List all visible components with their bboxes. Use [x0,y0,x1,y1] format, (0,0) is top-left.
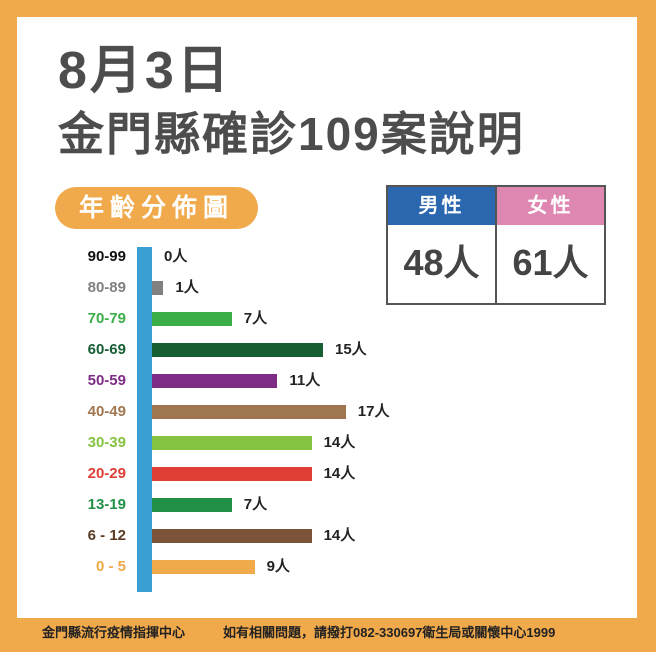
bar [152,498,232,512]
bar [152,374,278,388]
age-group-label: 30-39 [87,434,126,451]
chart-row: 40-49 17人 [0,402,656,422]
age-group-label: 90-99 [87,248,126,265]
bar [152,560,255,574]
bar-value-label: 15人 [335,341,367,358]
chart-row: 50-59 11人 [0,371,656,391]
bar [152,529,312,543]
chart-row: 80-89 1人 [0,278,656,298]
bar [152,281,164,295]
chart-row: 30-39 14人 [0,433,656,453]
gender-table: 男性 48人 女性 61人 [386,185,606,305]
bar-value-label: 14人 [323,527,356,544]
bar [152,467,312,481]
male-count: 48人 [403,242,480,283]
bar-value-label: 14人 [323,434,356,451]
age-group-label: 0 - 5 [95,558,126,575]
footer-org: 金門縣流行疫情指揮中心 [42,625,186,640]
chart-row: 13-19 7人 [0,495,656,515]
chart-row: 60-69 15人 [0,340,656,360]
chart-row: 20-29 14人 [0,464,656,484]
male-column: 男性 48人 [388,187,495,303]
chart-axis [137,247,152,592]
chart-row: 0 - 5 9人 [0,557,656,577]
bar-value-label: 9人 [266,558,290,575]
age-group-label: 20-29 [87,465,126,482]
age-group-label: 50-59 [87,372,126,389]
age-group-label: 40-49 [87,403,126,420]
age-group-label: 80-89 [87,279,126,296]
age-group-label: 70-79 [87,310,126,327]
main-title: 金門縣確診109案說明 [58,108,525,160]
male-header: 男性 [388,187,495,225]
date-title: 8月3日 [58,42,232,100]
female-header: 女性 [497,187,604,225]
bar-value-label: 7人 [243,310,268,327]
age-group-label: 6 - 12 [87,527,126,544]
female-count: 61人 [512,242,589,283]
bar [152,405,346,419]
bar [152,436,312,450]
age-group-label: 60-69 [87,341,126,358]
footer-contact: 如有相關問題，請撥打082-330697衛生局或關懷中心1999 [223,625,556,640]
bar-value-label: 1人 [175,279,199,296]
bar [152,343,323,357]
bar-value-label: 14人 [323,465,356,482]
bar-value-label: 17人 [357,403,390,420]
bar-value-label: 11人 [289,372,321,389]
content-panel [17,17,637,618]
female-column: 女性 61人 [495,187,604,303]
bar-value-label: 7人 [243,496,268,513]
bar-value-label: 0人 [164,248,188,265]
section-label-pill: 年齡分佈圖 [55,187,258,229]
chart-row: 70-79 7人 [0,309,656,329]
age-group-label: 13-19 [87,496,126,513]
chart-row: 6 - 12 14人 [0,526,656,546]
bar [152,312,232,326]
chart-row: 90-99 0人 [0,247,656,267]
